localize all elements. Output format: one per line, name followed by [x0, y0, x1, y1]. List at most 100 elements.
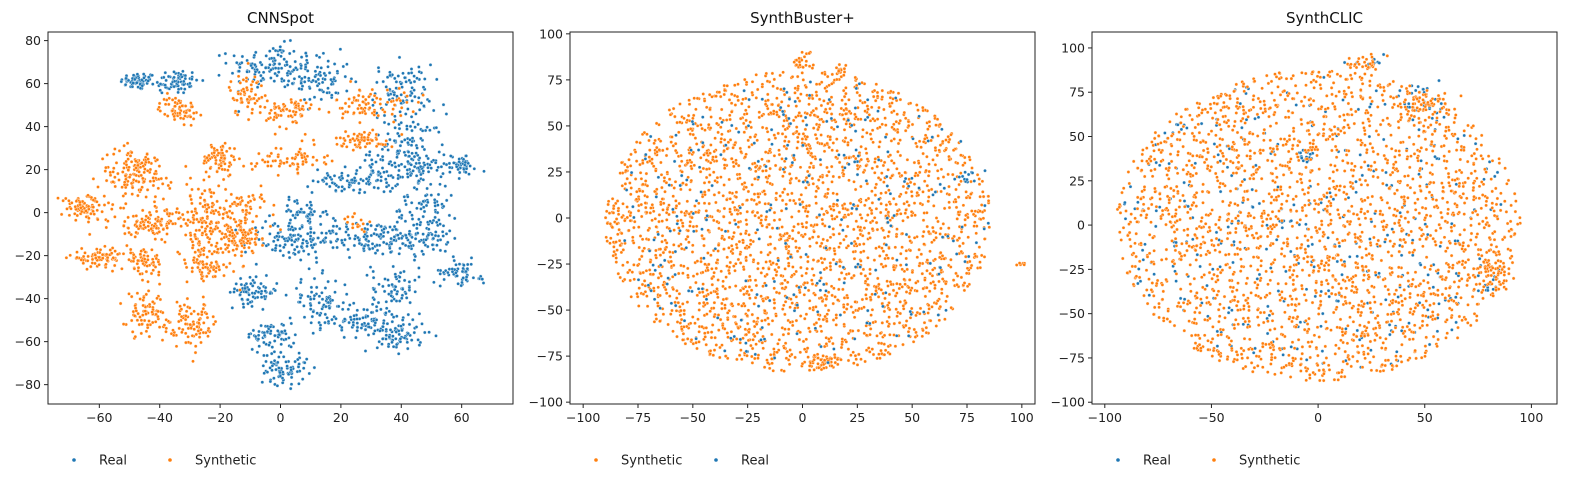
data-point — [100, 157, 105, 161]
data-point — [231, 248, 235, 252]
data-point — [146, 289, 151, 293]
data-point — [444, 112, 449, 116]
data-point — [164, 207, 169, 212]
data-point — [770, 361, 774, 366]
data-point — [141, 303, 145, 308]
data-point — [672, 243, 676, 247]
data-point — [652, 286, 656, 290]
data-point — [397, 168, 401, 173]
data-point — [964, 271, 969, 276]
data-point — [79, 258, 84, 262]
data-point — [298, 210, 302, 214]
data-point — [852, 256, 857, 261]
data-point — [232, 200, 237, 204]
data-point — [677, 130, 681, 135]
data-point — [778, 232, 782, 237]
data-point — [371, 169, 375, 173]
data-point — [242, 89, 246, 94]
data-point — [926, 303, 931, 308]
data-point — [626, 270, 630, 275]
data-point — [239, 250, 244, 254]
data-point — [117, 149, 122, 153]
data-point — [790, 273, 794, 278]
data-point — [726, 317, 730, 322]
data-point — [363, 145, 368, 149]
data-point — [382, 110, 387, 114]
data-point — [831, 341, 835, 346]
data-point — [744, 255, 748, 259]
data-point — [635, 291, 639, 296]
data-point — [629, 295, 633, 299]
data-point — [333, 279, 338, 283]
data-point — [723, 306, 727, 310]
data-point — [894, 234, 899, 239]
data-point — [660, 234, 665, 238]
data-point — [444, 232, 449, 236]
data-point — [153, 320, 158, 324]
data-point — [398, 98, 403, 103]
data-point — [181, 82, 186, 87]
data-point — [326, 65, 330, 69]
data-point — [311, 138, 316, 142]
data-point — [336, 304, 341, 309]
data-point — [366, 243, 370, 248]
data-point — [184, 340, 188, 345]
data-point — [697, 201, 701, 206]
data-point — [770, 332, 774, 337]
data-point — [198, 195, 203, 200]
x-tick-label: −20 — [207, 410, 233, 425]
data-point — [200, 192, 204, 196]
data-point — [397, 252, 401, 256]
data-point — [330, 93, 334, 97]
data-point — [842, 310, 847, 315]
data-point — [179, 72, 183, 77]
data-point — [954, 205, 959, 210]
data-point — [702, 243, 706, 248]
data-point — [355, 224, 360, 229]
data-point — [276, 154, 280, 159]
data-point — [753, 213, 757, 218]
data-point — [955, 217, 959, 221]
data-point — [345, 89, 349, 93]
data-point — [267, 213, 272, 218]
data-point — [421, 232, 425, 236]
data-point — [731, 200, 735, 205]
data-point — [837, 210, 842, 215]
data-point — [205, 155, 209, 160]
data-point — [247, 245, 251, 250]
data-point — [410, 91, 414, 96]
data-point — [230, 239, 234, 243]
data-point — [191, 322, 196, 327]
data-point — [250, 111, 254, 115]
data-point — [882, 333, 887, 338]
data-point — [687, 98, 691, 102]
data-point — [410, 139, 415, 144]
data-point — [754, 73, 758, 77]
data-point — [155, 80, 160, 85]
data-point — [158, 88, 162, 93]
data-point — [248, 241, 252, 246]
data-point — [343, 237, 347, 242]
data-point — [654, 317, 659, 321]
data-point — [267, 111, 272, 116]
data-point — [87, 216, 91, 220]
data-point — [452, 258, 456, 263]
data-point — [440, 143, 444, 147]
data-point — [883, 348, 888, 353]
data-point — [921, 286, 925, 291]
data-point — [253, 242, 258, 247]
data-point — [236, 74, 241, 79]
data-point — [366, 239, 371, 244]
data-point — [770, 319, 775, 323]
data-point — [864, 348, 869, 352]
data-point — [225, 210, 229, 215]
data-point — [254, 50, 258, 55]
data-point — [268, 366, 272, 370]
data-point — [190, 209, 194, 214]
data-point — [779, 100, 784, 104]
data-point — [394, 86, 398, 90]
data-point — [260, 236, 265, 241]
data-point — [898, 138, 902, 142]
data-point — [178, 304, 182, 308]
data-point — [253, 232, 258, 236]
